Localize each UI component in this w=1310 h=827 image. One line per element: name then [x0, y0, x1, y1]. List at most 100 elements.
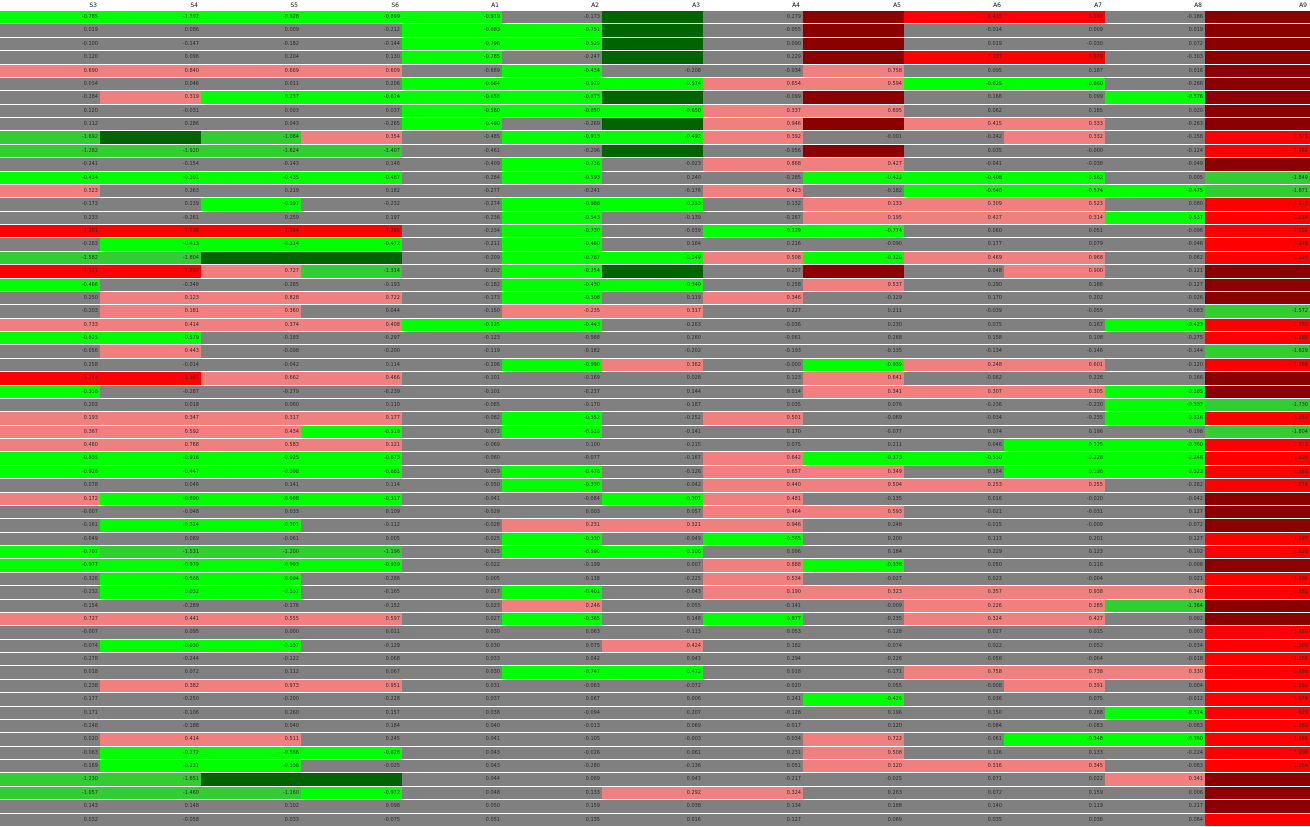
cell-a5: 0.188	[803, 800, 904, 813]
cell-s5: -0.928	[201, 11, 301, 24]
cell-a6: -0.408	[904, 171, 1004, 184]
cell-s6: -0.075	[301, 813, 402, 826]
cell-a8: -0.475	[1105, 184, 1205, 198]
cell-a1: 0.023	[402, 599, 502, 612]
cell-a5: 0.427	[803, 158, 904, 171]
cell-a9	[1205, 612, 1310, 626]
cell-a6: 0.046	[904, 439, 1004, 452]
cell-a9	[1205, 505, 1310, 519]
cell-a6: 0.758	[904, 666, 1004, 679]
cell-a7: 0.285	[1004, 599, 1105, 612]
cell-s4: -0.014	[100, 358, 201, 372]
cell-a2: -0.543	[502, 211, 602, 224]
cell-a6: 0.035	[904, 813, 1004, 826]
cell-a4: 0.423	[703, 184, 803, 198]
cell-a5: -0.171	[803, 666, 904, 679]
cell-a2: -0.237	[502, 385, 602, 398]
cell-s3: 0.460	[0, 439, 100, 452]
cell-s6: 0.197	[301, 211, 402, 224]
cell-a6: -0.034	[904, 412, 1004, 425]
cell-a7: -0.562	[1004, 171, 1105, 184]
cell-a8: -0.423	[1105, 318, 1205, 331]
cell-a9	[1205, 813, 1310, 826]
cell-a2: 0.159	[502, 800, 602, 813]
cell-a9: -1.629	[1205, 345, 1310, 358]
cell-a8: -0.042	[1105, 492, 1205, 505]
cell-a4: 0.170	[703, 425, 803, 438]
cell-a2: -0.308	[502, 291, 602, 305]
cell-s6: 0.037	[301, 104, 402, 117]
cell-a3: 0.043	[602, 773, 703, 786]
cell-a9: 1.166	[1205, 733, 1310, 746]
cell-a3	[602, 24, 703, 37]
cell-s6: 0.157	[301, 706, 402, 719]
cell-s3: -0.007	[0, 505, 100, 519]
cell-a2: -0.296	[502, 144, 602, 158]
cell-s3: 0.120	[0, 51, 100, 64]
cell-a7: 0.314	[1004, 211, 1105, 224]
cell-s3: -0.241	[0, 158, 100, 171]
column-header-row: S3 S4 S5 S6 A1 A2 A3 A4 A5 A6 A7 A8 A9	[0, 0, 1310, 11]
cell-s6: 0.067	[301, 666, 402, 679]
cell-a2: -0.515	[502, 425, 602, 438]
table-row: -0.326 -0.566 -0.094 -0.286 0.005 -0.138 -0.22…	[0, 572, 1310, 587]
cell-a7: 0.938	[1004, 586, 1105, 599]
cell-s4: -0.172	[100, 746, 201, 759]
cell-a8: -1.364	[1105, 599, 1205, 612]
cell-a2: -0.330	[502, 532, 602, 545]
cell-a1: -0.025	[402, 546, 502, 559]
cell-a4: 0.075	[703, 439, 803, 452]
cell-a9	[1205, 800, 1310, 813]
cell-a8: -0.102	[1105, 546, 1205, 559]
cell-a6: 0.435	[904, 11, 1004, 24]
cell-a2: -0.736	[502, 158, 602, 171]
cell-a9	[1205, 291, 1310, 305]
cell-s5: 0.237	[201, 91, 301, 104]
cell-a6: 0.316	[904, 760, 1004, 773]
cell-s3: -0.100	[0, 37, 100, 51]
cell-s5: -0.098	[201, 345, 301, 358]
cell-a4: 0.096	[703, 546, 803, 559]
cell-a9: 1.208	[1205, 746, 1310, 759]
table-row: -0.926 -0.447 -0.398 -0.881 -0.059 -0.476 -0.1…	[0, 465, 1310, 480]
cell-a3: -0.650	[602, 104, 703, 117]
cell-a5: 0.341	[803, 385, 904, 398]
cell-s3: -0.977	[0, 559, 100, 572]
cell-a1: 0.031	[402, 679, 502, 693]
cell-a6: 0.324	[904, 612, 1004, 626]
cell-s5: 0.828	[201, 291, 301, 305]
cell-a4: -0.020	[703, 679, 803, 693]
cell-a1: -0.209	[402, 251, 502, 265]
cell-a9: -1.804	[1205, 425, 1310, 438]
cell-a7: 0.075	[1004, 693, 1105, 706]
cell-s3: -0.434	[0, 171, 100, 184]
cell-a5: -0.069	[803, 412, 904, 425]
cell-s5: -0.061	[201, 532, 301, 545]
cell-s5: -1.624	[201, 144, 301, 158]
cell-a8: -0.046	[1105, 238, 1205, 251]
cell-a1: -0.409	[402, 158, 502, 171]
table-row: 0.367 0.592 0.434 -0.516 -0.072 -0.515 -0.141 0…	[0, 425, 1310, 439]
cell-a5: 0.508	[803, 746, 904, 759]
cell-s3: 0.323	[0, 184, 100, 198]
cell-a8: -0.144	[1105, 345, 1205, 358]
cell-a1: -0.119	[402, 345, 502, 358]
cell-a8: -0.360	[1105, 733, 1205, 746]
cell-a1: -0.106	[402, 358, 502, 372]
cell-s4: 0.414	[100, 733, 201, 746]
cell-a3: -0.072	[602, 679, 703, 693]
cell-s6: 0.609	[301, 64, 402, 77]
cell-a1: -0.059	[402, 465, 502, 479]
cell-a1: -0.236	[402, 211, 502, 224]
cell-s4: -0.916	[100, 452, 201, 465]
cell-a1: -0.277	[402, 184, 502, 198]
column-header-a1: A1	[491, 2, 499, 9]
cell-a5: -0.422	[803, 171, 904, 184]
cell-s5: -0.925	[201, 452, 301, 465]
cell-s4: -0.048	[100, 505, 201, 519]
table-row: 0.460 0.768 0.583 0.121 -0.069 0.100 -0.215 0.0…	[0, 439, 1310, 453]
cell-s4: 0.840	[100, 64, 201, 77]
table-row: -0.241 -0.154 -0.143 0.146 -0.409 -0.736 -0.02…	[0, 158, 1310, 172]
cell-a2: -0.199	[502, 559, 602, 572]
cell-a4: -0.061	[703, 332, 803, 345]
